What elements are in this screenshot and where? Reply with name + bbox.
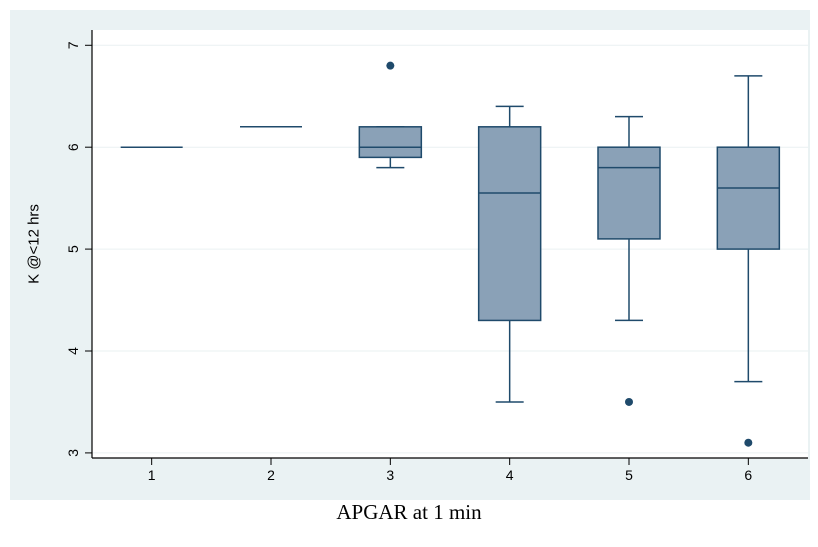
box-group-5 bbox=[597, 115, 661, 406]
x-tick-label: 5 bbox=[625, 467, 633, 483]
plot-area bbox=[92, 30, 808, 458]
x-tick-label: 3 bbox=[386, 467, 394, 483]
y-tick-label: 6 bbox=[65, 143, 81, 151]
box-group-3 bbox=[358, 61, 423, 169]
x-axis-label: APGAR at 1 min bbox=[336, 500, 482, 524]
y-tick-label: 3 bbox=[65, 449, 81, 457]
iqr-box bbox=[358, 126, 423, 159]
iqr-box bbox=[716, 146, 781, 250]
y-tick-label: 7 bbox=[65, 41, 81, 49]
iqr-box bbox=[477, 126, 542, 322]
y-tick-label: 5 bbox=[65, 245, 81, 253]
iqr-box bbox=[597, 146, 661, 240]
y-axis-label: K @<12 hrs bbox=[26, 204, 43, 284]
x-tick-label: 6 bbox=[744, 467, 752, 483]
x-tick-label: 1 bbox=[148, 467, 156, 483]
x-tick-label: 2 bbox=[267, 467, 275, 483]
outlier-point bbox=[386, 61, 395, 70]
grid-layer bbox=[92, 44, 808, 454]
outlier-point bbox=[625, 397, 633, 406]
axes-layer: 3 4 5 6 7 1 2 3 4 5 6 bbox=[65, 30, 808, 483]
outlier-point bbox=[744, 438, 753, 447]
boxes-layer bbox=[120, 61, 781, 447]
box-group-4 bbox=[477, 105, 542, 403]
box-group-6 bbox=[716, 75, 781, 447]
y-tick-label: 4 bbox=[65, 347, 81, 355]
x-tick-label: 4 bbox=[506, 467, 514, 483]
